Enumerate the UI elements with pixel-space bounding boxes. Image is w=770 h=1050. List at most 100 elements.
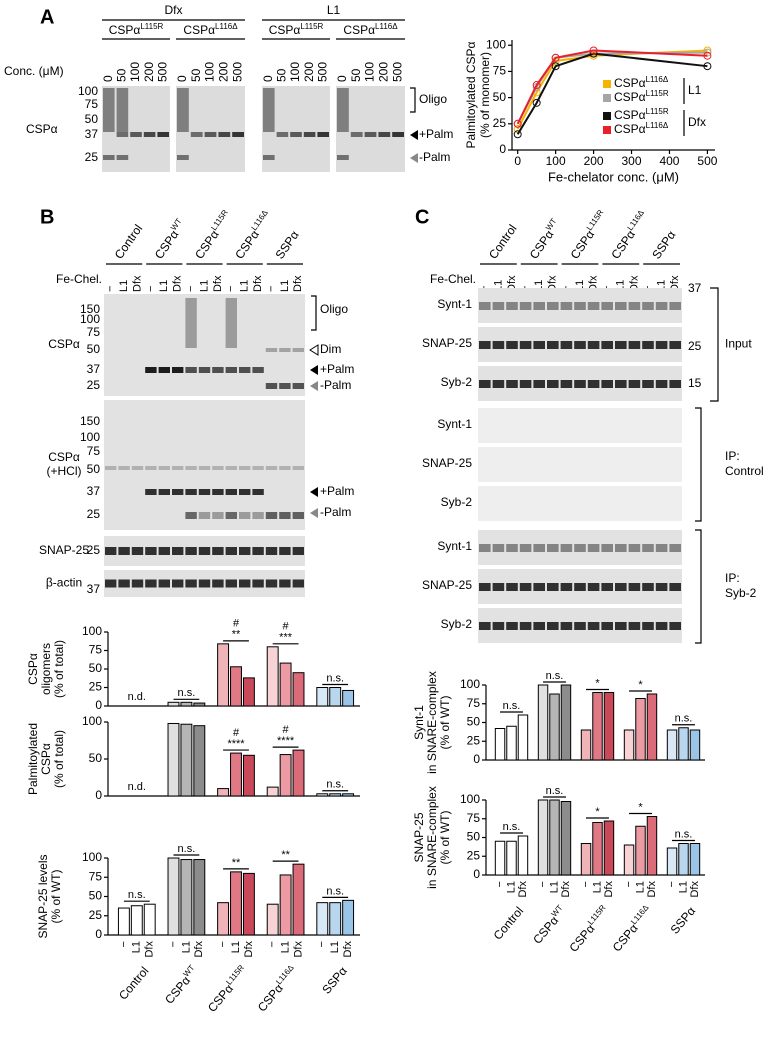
construct-header: CSPαWT xyxy=(151,216,189,261)
band xyxy=(574,380,586,388)
y-tick-label: 25 xyxy=(89,908,103,922)
band-arrow xyxy=(410,130,418,140)
significance: # xyxy=(233,727,240,739)
treatment-label: − xyxy=(623,881,635,887)
y-tick-label: 0 xyxy=(95,788,102,802)
bar xyxy=(342,899,355,936)
row-label: Synt-1 xyxy=(437,417,472,431)
significance: n.s. xyxy=(178,843,196,855)
smear xyxy=(225,298,237,348)
bar xyxy=(537,684,549,761)
treatment-label: L1 xyxy=(230,941,242,953)
band xyxy=(252,579,264,588)
band xyxy=(574,622,586,630)
band xyxy=(601,583,613,591)
treatment-label: Dfx xyxy=(131,275,143,292)
band xyxy=(239,466,251,470)
treatment-label: Dfx xyxy=(292,275,304,292)
section-label: Control xyxy=(725,464,764,478)
smear xyxy=(337,88,349,132)
band xyxy=(628,341,641,349)
treatment-label: L1 xyxy=(131,941,143,953)
treatment-label: L1 xyxy=(239,280,251,292)
band xyxy=(265,348,278,352)
y-tick-label: 25 xyxy=(467,733,481,747)
section-label: IP: xyxy=(725,571,740,585)
band xyxy=(198,579,211,588)
band xyxy=(145,579,157,588)
band xyxy=(145,466,157,470)
mw-marker: 100 xyxy=(80,430,100,444)
construct-header: CSPαWT xyxy=(526,216,564,261)
band xyxy=(131,547,144,555)
mw-marker: 150 xyxy=(80,302,100,316)
band xyxy=(337,155,349,160)
mw-marker: 37 xyxy=(87,362,101,376)
y-tick-label: 100 xyxy=(82,714,102,728)
bar xyxy=(167,857,180,936)
band xyxy=(519,622,532,630)
row-label: SNAP-25 xyxy=(422,456,472,470)
y-tick-label: 75 xyxy=(467,696,481,710)
bar xyxy=(537,799,549,876)
y-tick-label: 100 xyxy=(460,677,480,691)
band xyxy=(350,132,363,137)
band xyxy=(143,132,156,137)
section-label: Syb-2 xyxy=(725,586,757,600)
legend-swatch xyxy=(603,112,611,120)
band xyxy=(669,544,681,552)
band xyxy=(157,132,169,137)
band xyxy=(145,367,157,373)
band-arrow xyxy=(310,381,318,391)
band xyxy=(172,579,184,588)
band xyxy=(303,132,316,137)
band xyxy=(239,367,251,373)
band xyxy=(279,579,291,588)
panel-label: B xyxy=(40,206,54,228)
bar xyxy=(180,701,193,707)
band xyxy=(642,544,654,552)
row-label: CSPα xyxy=(48,450,80,464)
point xyxy=(551,62,560,71)
category-label: SSPα xyxy=(319,964,350,997)
bar xyxy=(130,905,143,936)
row-label: CSPα xyxy=(26,122,58,136)
band xyxy=(225,489,237,495)
y-tick-label: 100 xyxy=(486,37,506,51)
band xyxy=(292,512,304,519)
mw-marker: 37 xyxy=(688,281,702,295)
significance: n.s. xyxy=(546,785,564,797)
bar xyxy=(517,835,529,876)
band xyxy=(252,466,264,470)
category-label: CSPαL116Δ xyxy=(608,902,655,954)
point xyxy=(551,53,560,62)
treatment-label: Dfx xyxy=(517,881,529,898)
band xyxy=(601,380,613,388)
band xyxy=(587,622,600,630)
bar xyxy=(580,729,592,761)
concentration-label: 0 xyxy=(335,75,349,82)
legend-swatch xyxy=(603,94,611,102)
bar xyxy=(292,749,305,797)
mw-marker: 25 xyxy=(85,150,99,164)
smear xyxy=(116,88,129,132)
band xyxy=(642,380,654,388)
row-label: β-actin xyxy=(46,576,82,590)
band xyxy=(628,544,641,552)
fe-label: Fe-Chel. xyxy=(56,272,102,286)
band xyxy=(506,341,518,349)
point xyxy=(589,46,598,55)
y-axis-label: (% of monomer) xyxy=(478,52,492,138)
concentration-label: 0 xyxy=(261,75,275,82)
band xyxy=(198,489,211,495)
band xyxy=(479,302,491,310)
concentration-label: 50 xyxy=(115,68,129,82)
treatment-label: Dfx xyxy=(252,275,264,292)
bar xyxy=(635,825,646,876)
band-label: +Palm xyxy=(419,127,453,141)
mw-marker: 150 xyxy=(80,414,100,428)
point xyxy=(703,62,712,71)
bar xyxy=(678,727,689,761)
band xyxy=(172,466,184,470)
bar xyxy=(316,793,329,797)
